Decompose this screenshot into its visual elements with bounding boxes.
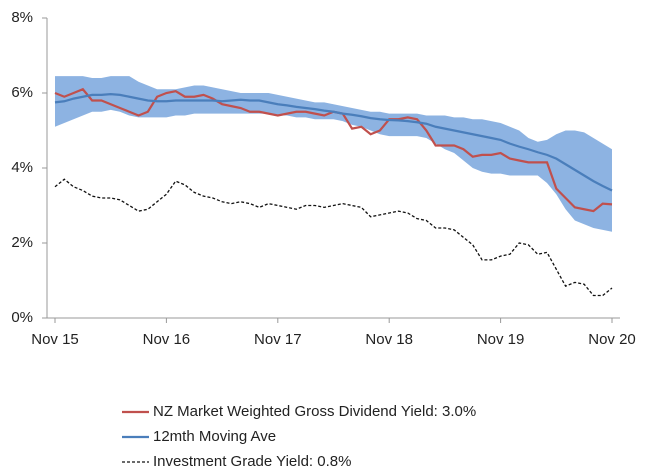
y-tick-label: 8% — [11, 9, 33, 26]
y-tick-label: 4% — [11, 159, 33, 176]
y-tick-label: 6% — [11, 84, 33, 101]
legend-label: 12mth Moving Ave — [153, 428, 276, 445]
x-tick-label: Nov 16 — [143, 331, 191, 348]
series-line — [54, 178, 613, 297]
series-line — [54, 93, 613, 192]
legend-label: Investment Grade Yield: 0.8% — [153, 453, 351, 470]
x-tick-label: Nov 17 — [254, 331, 302, 348]
y-tick-label: 2% — [11, 234, 33, 251]
y-tick-label: 0% — [11, 309, 33, 326]
x-tick-label: Nov 19 — [477, 331, 525, 348]
x-tick-label: Nov 15 — [31, 331, 79, 348]
legend-label: NZ Market Weighted Gross Dividend Yield:… — [153, 403, 476, 420]
x-tick-label: Nov 18 — [365, 331, 413, 348]
x-tick-label: Nov 20 — [588, 331, 636, 348]
